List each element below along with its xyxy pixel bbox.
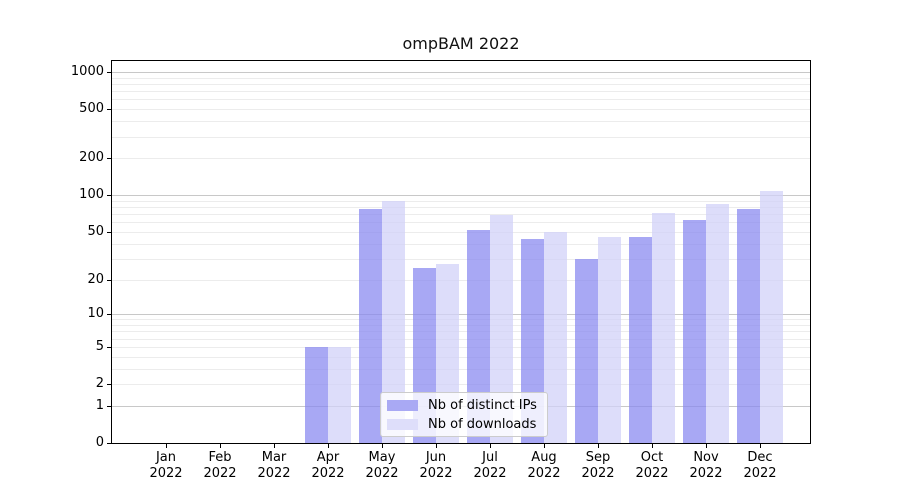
x-tick-label: Aug 2022 xyxy=(527,450,561,481)
bar-distinct-ips-nov xyxy=(683,219,706,443)
x-tick-label: May 2022 xyxy=(365,450,399,481)
x-tick-mark xyxy=(598,444,599,448)
x-tick-label: Dec 2022 xyxy=(743,450,777,481)
x-tick-mark xyxy=(544,444,545,448)
y-tick-label: 500 xyxy=(79,101,104,117)
minor-gridline xyxy=(112,214,810,216)
minor-gridline xyxy=(112,384,810,385)
x-tick-mark xyxy=(274,444,275,448)
x-tick-label: Mar 2022 xyxy=(257,450,291,481)
minor-gridline xyxy=(112,200,810,202)
bar-downloads-may xyxy=(382,200,405,443)
y-tick-label: 20 xyxy=(87,271,104,287)
y-tick-label: 1000 xyxy=(70,64,104,79)
x-tick-label: Feb 2022 xyxy=(203,450,237,481)
bar-distinct-ips-oct xyxy=(629,237,652,443)
minor-gridline xyxy=(112,258,810,260)
bar-distinct-ips-apr xyxy=(305,346,328,443)
x-tick-mark xyxy=(490,444,491,448)
legend-label-downloads: Nb of downloads xyxy=(428,416,537,432)
bar-distinct-ips-sep xyxy=(575,258,598,443)
y-tick-label: 100 xyxy=(79,187,104,203)
y-tick-label: 200 xyxy=(79,150,104,166)
bar-downloads-jul xyxy=(490,214,513,443)
minor-gridline xyxy=(112,121,810,123)
x-tick-mark xyxy=(328,444,329,448)
legend-swatch-downloads xyxy=(387,418,418,430)
x-tick-label: Jul 2022 xyxy=(473,450,507,481)
major-gridline xyxy=(112,195,810,197)
legend-item-downloads: Nb of downloads xyxy=(387,417,547,432)
x-tick-label: Nov 2022 xyxy=(689,450,723,481)
x-tick-label: Oct 2022 xyxy=(635,450,669,481)
x-tick-mark xyxy=(652,444,653,448)
minor-gridline xyxy=(112,243,810,245)
bar-distinct-ips-aug xyxy=(521,238,544,443)
y-tick-label: 1 xyxy=(95,397,104,413)
y-tick-mark xyxy=(107,158,111,160)
bar-distinct-ips-dec xyxy=(737,209,760,443)
minor-gridline xyxy=(112,319,810,321)
bar-distinct-ips-may xyxy=(359,209,382,443)
minor-gridline xyxy=(112,109,810,111)
bar-downloads-nov xyxy=(706,204,729,443)
minor-gridline xyxy=(112,207,810,208)
x-tick-mark xyxy=(436,444,437,448)
y-tick-label: 10 xyxy=(87,306,104,322)
bar-downloads-aug xyxy=(544,231,567,443)
minor-gridline xyxy=(112,346,810,348)
y-tick-mark xyxy=(107,314,111,316)
y-tick-mark xyxy=(107,195,111,197)
y-tick-label: 2 xyxy=(95,376,104,391)
legend-item-distinct-ips: Nb of distinct IPs xyxy=(387,398,547,413)
y-tick-mark xyxy=(107,405,111,407)
y-tick-mark xyxy=(107,443,111,444)
minor-gridline xyxy=(112,279,810,281)
major-gridline xyxy=(112,72,810,73)
legend-swatch-distinct-ips xyxy=(387,399,418,411)
y-tick-label: 0 xyxy=(95,435,104,450)
minor-gridline xyxy=(112,356,810,358)
minor-gridline xyxy=(112,325,810,326)
x-tick-mark xyxy=(382,444,383,448)
minor-gridline xyxy=(112,368,810,370)
minor-gridline xyxy=(112,99,810,101)
bar-downloads-sep xyxy=(598,237,621,443)
y-tick-mark xyxy=(107,72,111,73)
major-gridline xyxy=(112,314,810,316)
bar-downloads-dec xyxy=(760,190,783,443)
x-tick-label: Apr 2022 xyxy=(311,450,345,481)
legend: Nb of distinct IPs Nb of downloads xyxy=(380,392,548,437)
y-tick-label: 50 xyxy=(87,223,104,239)
x-tick-mark xyxy=(166,444,167,448)
x-tick-mark xyxy=(706,444,707,448)
legend-label-distinct-ips: Nb of distinct IPs xyxy=(428,397,537,413)
minor-gridline xyxy=(112,91,810,93)
x-tick-label: Sep 2022 xyxy=(581,450,615,481)
y-tick-mark xyxy=(107,279,111,281)
plot-area: Nb of distinct IPs Nb of downloads xyxy=(111,60,811,444)
minor-gridline xyxy=(112,77,810,79)
y-tick-mark xyxy=(107,231,111,233)
x-tick-mark xyxy=(760,444,761,448)
y-tick-label: 5 xyxy=(95,338,104,354)
bar-downloads-oct xyxy=(652,213,675,443)
minor-gridline xyxy=(112,136,810,138)
y-tick-mark xyxy=(107,384,111,385)
x-tick-label: Jan 2022 xyxy=(149,450,183,481)
bar-downloads-apr xyxy=(328,346,351,443)
minor-gridline xyxy=(112,222,810,224)
minor-gridline xyxy=(112,84,810,85)
minor-gridline xyxy=(112,231,810,233)
y-tick-mark xyxy=(107,109,111,111)
chart-title: ompBAM 2022 xyxy=(402,34,520,53)
minor-gridline xyxy=(112,331,810,333)
minor-gridline xyxy=(112,338,810,340)
minor-gridline xyxy=(112,158,810,160)
y-tick-mark xyxy=(107,346,111,348)
x-tick-label: Jun 2022 xyxy=(419,450,453,481)
x-tick-mark xyxy=(220,444,221,448)
bar-distinct-ips-jul xyxy=(467,229,490,443)
